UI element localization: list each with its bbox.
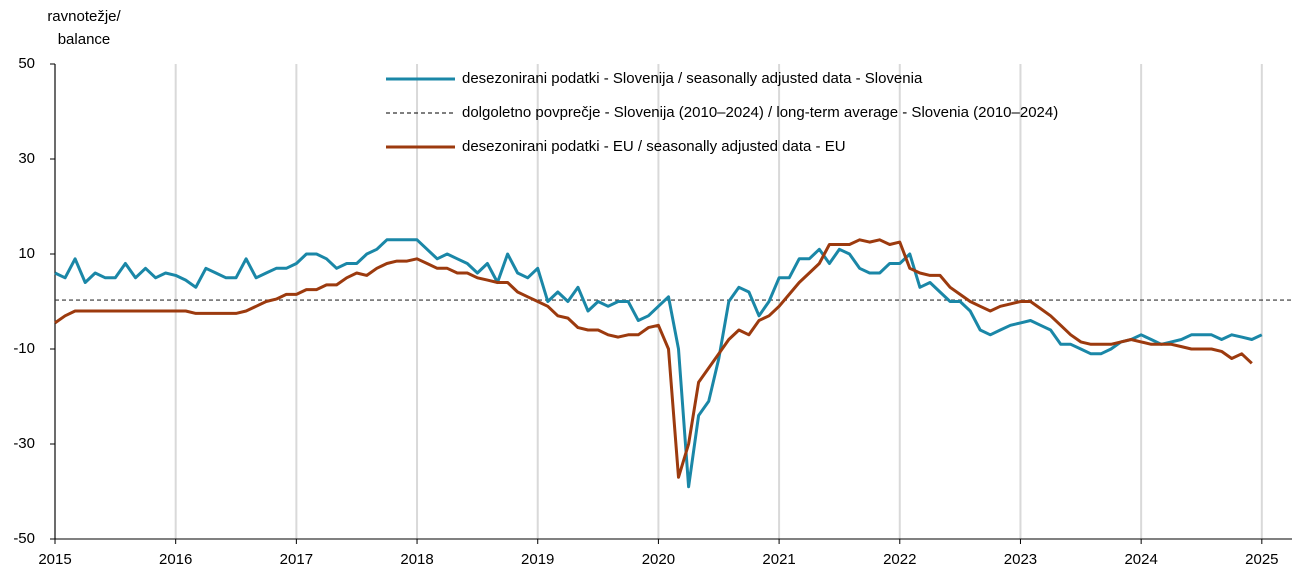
y-axis-label: ravnotežje/ (47, 8, 121, 25)
y-tick-label: 50 (18, 55, 35, 72)
y-tick-label: 30 (18, 150, 35, 167)
series-line (54, 238, 1253, 479)
y-tick-label: -30 (13, 435, 35, 452)
x-tick-label: 2015 (38, 551, 71, 568)
y-tick-label: -50 (13, 530, 35, 547)
x-tick-label: 2018 (400, 551, 433, 568)
legend-label: dolgoletno povprečje - Slovenija (2010–2… (462, 104, 1058, 121)
x-tick-label: 2019 (521, 551, 554, 568)
x-tick-label: 2023 (1004, 551, 1037, 568)
y-axis-label: balance (58, 31, 111, 48)
x-tick-label: 2016 (159, 551, 192, 568)
x-tick-label: 2024 (1124, 551, 1157, 568)
legend-label: desezonirani podatki - EU / seasonally a… (462, 138, 846, 155)
x-tick-label: 2022 (883, 551, 916, 568)
legend-label: desezonirani podatki - Slovenija / seaso… (462, 70, 923, 87)
x-tick-label: 2021 (762, 551, 795, 568)
x-tick-label: 2020 (642, 551, 675, 568)
y-tick-label: 10 (18, 245, 35, 262)
series-line (54, 238, 1263, 489)
y-tick-label: -10 (13, 340, 35, 357)
x-tick-label: 2025 (1245, 551, 1278, 568)
x-tick-label: 2017 (280, 551, 313, 568)
